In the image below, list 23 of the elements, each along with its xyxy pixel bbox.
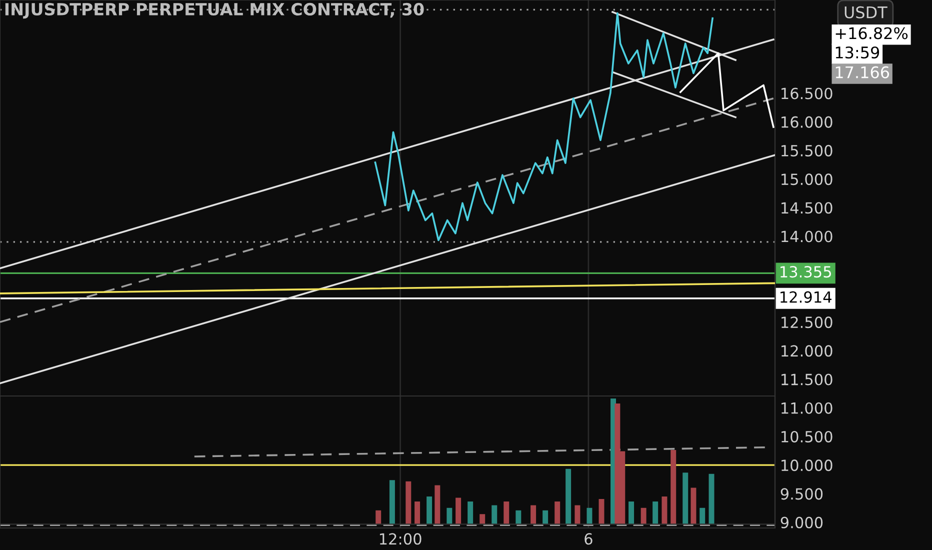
text: 17.166: [836, 66, 890, 78]
ref-line-label: 13.355: [780, 266, 831, 278]
y-tick-label: 9.500: [780, 488, 823, 500]
y-tick-label: 16.000: [782, 116, 832, 128]
y-tick-label: 11.500: [782, 374, 832, 386]
text: 13:59: [836, 46, 880, 59]
text: +16.82%: [836, 27, 908, 40]
y-tick-label: 12.500: [782, 316, 832, 328]
y-tick-label: 15.500: [782, 144, 832, 156]
text: USDT: [844, 6, 888, 18]
chart-title: INJUSDTPERP PERPETUAL MIX CONTRACT, 30: [5, 2, 424, 19]
y-tick-label: 10.000: [782, 460, 832, 472]
ref-line-label: 12.914: [780, 291, 832, 303]
y-tick-label: 10.500: [782, 430, 832, 442]
y-tick-label: 14.500: [782, 202, 832, 214]
y-tick-label: 9.000: [780, 516, 823, 528]
y-tick-label: 16.500: [782, 88, 832, 100]
y-tick-label: 15.000: [782, 174, 832, 186]
y-tick-label: 12.000: [782, 345, 832, 357]
x-tick-label: 12:00: [380, 533, 422, 545]
y-tick-label: 11.000: [782, 402, 832, 414]
x-tick-label: 6: [584, 533, 592, 545]
y-tick-label: 14.000: [782, 230, 832, 242]
